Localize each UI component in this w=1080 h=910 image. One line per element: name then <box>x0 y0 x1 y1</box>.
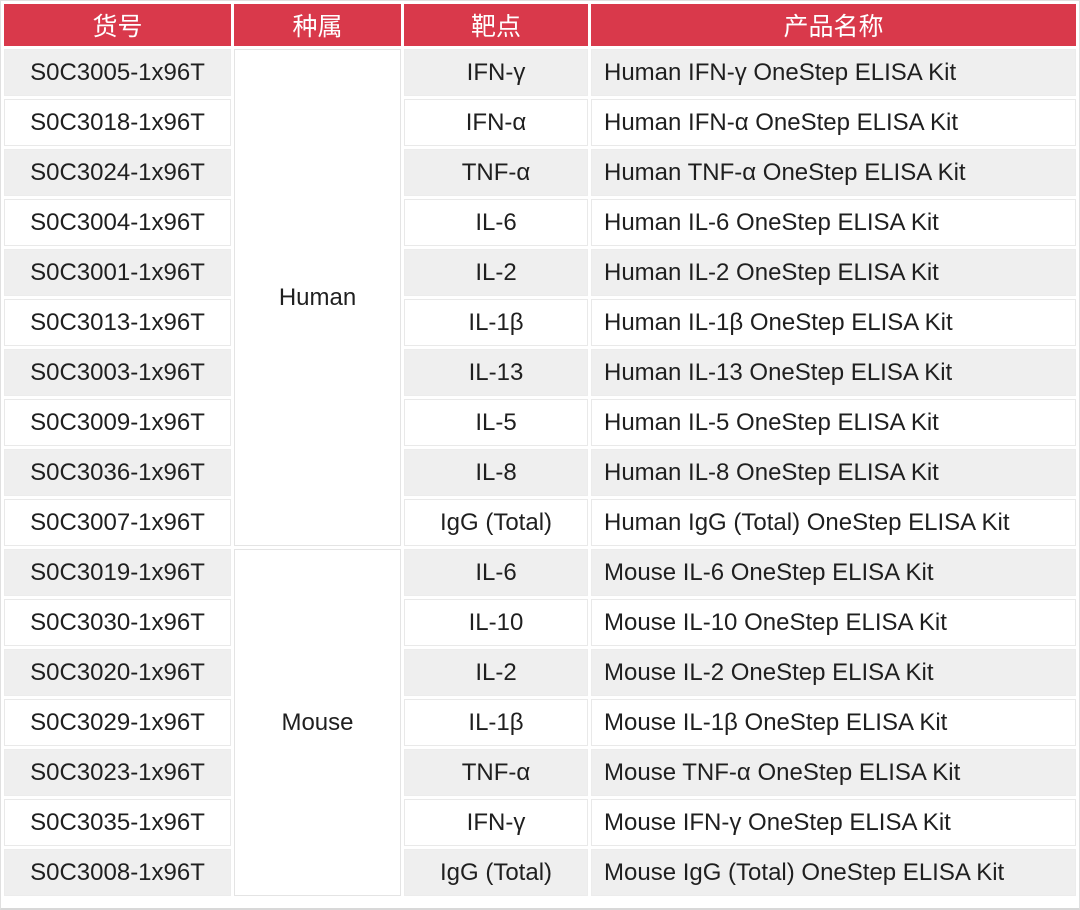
product-cell: Human IL-5 OneStep ELISA Kit <box>591 399 1076 446</box>
product-cell: Human IL-1β OneStep ELISA Kit <box>591 299 1076 346</box>
table-row: S0C3013-1x96T IL-1β Human IL-1β OneStep … <box>4 299 1076 346</box>
product-cell: Human IFN-α OneStep ELISA Kit <box>591 99 1076 146</box>
catalog-cell: S0C3008-1x96T <box>4 849 231 896</box>
catalog-cell: S0C3005-1x96T <box>4 49 231 96</box>
target-cell: IgG (Total) <box>404 499 588 546</box>
target-cell: IL-6 <box>404 199 588 246</box>
product-cell: Human IgG (Total) OneStep ELISA Kit <box>591 499 1076 546</box>
catalog-cell: S0C3019-1x96T <box>4 549 231 596</box>
target-cell: TNF-α <box>404 149 588 196</box>
catalog-cell: S0C3009-1x96T <box>4 399 231 446</box>
column-header-product: 产品名称 <box>591 4 1076 46</box>
target-cell: IFN-γ <box>404 799 588 846</box>
table-row: S0C3030-1x96T IL-10 Mouse IL-10 OneStep … <box>4 599 1076 646</box>
product-cell: Mouse IFN-γ OneStep ELISA Kit <box>591 799 1076 846</box>
product-cell: Mouse IgG (Total) OneStep ELISA Kit <box>591 849 1076 896</box>
table-row: S0C3009-1x96T IL-5 Human IL-5 OneStep EL… <box>4 399 1076 446</box>
catalog-cell: S0C3036-1x96T <box>4 449 231 496</box>
product-cell: Human IL-8 OneStep ELISA Kit <box>591 449 1076 496</box>
table-row: S0C3003-1x96T IL-13 Human IL-13 OneStep … <box>4 349 1076 396</box>
catalog-cell: S0C3004-1x96T <box>4 199 231 246</box>
catalog-cell: S0C3020-1x96T <box>4 649 231 696</box>
product-cell: Mouse TNF-α OneStep ELISA Kit <box>591 749 1076 796</box>
table-row: S0C3018-1x96T IFN-α Human IFN-α OneStep … <box>4 99 1076 146</box>
product-cell: Mouse IL-2 OneStep ELISA Kit <box>591 649 1076 696</box>
table-row: S0C3024-1x96T TNF-α Human TNF-α OneStep … <box>4 149 1076 196</box>
catalog-cell: S0C3001-1x96T <box>4 249 231 296</box>
table-row: S0C3036-1x96T IL-8 Human IL-8 OneStep EL… <box>4 449 1076 496</box>
catalog-cell: S0C3035-1x96T <box>4 799 231 846</box>
product-cell: Human IFN-γ OneStep ELISA Kit <box>591 49 1076 96</box>
table-row: S0C3004-1x96T IL-6 Human IL-6 OneStep EL… <box>4 199 1076 246</box>
catalog-cell: S0C3024-1x96T <box>4 149 231 196</box>
table-row: S0C3019-1x96T Mouse IL-6 Mouse IL-6 OneS… <box>4 549 1076 896</box>
product-cell: Human IL-2 OneStep ELISA Kit <box>591 249 1076 296</box>
table-row: S0C3035-1x96T IFN-γ Mouse IFN-γ OneStep … <box>4 799 1076 846</box>
product-cell: Human IL-6 OneStep ELISA Kit <box>591 199 1076 246</box>
column-header-catalog: 货号 <box>4 4 231 46</box>
table-row: S0C3008-1x96T IgG (Total) Mouse IgG (Tot… <box>4 849 1076 896</box>
species-cell-human: Human <box>234 49 401 546</box>
catalog-cell: S0C3030-1x96T <box>4 599 231 646</box>
catalog-cell: S0C3018-1x96T <box>4 99 231 146</box>
column-header-target: 靶点 <box>404 4 588 46</box>
target-cell: IFN-γ <box>404 49 588 96</box>
table-row: S0C3007-1x96T IgG (Total) Human IgG (Tot… <box>4 499 1076 546</box>
target-cell: IL-1β <box>404 299 588 346</box>
target-cell: IL-10 <box>404 599 588 646</box>
species-cell-mouse: Mouse <box>234 549 401 896</box>
target-cell: IgG (Total) <box>404 849 588 896</box>
target-cell: TNF-α <box>404 749 588 796</box>
product-cell: Mouse IL-10 OneStep ELISA Kit <box>591 599 1076 646</box>
table-row: S0C3029-1x96T IL-1β Mouse IL-1β OneStep … <box>4 699 1076 746</box>
product-cell: Mouse IL-6 OneStep ELISA Kit <box>591 549 1076 596</box>
target-cell: IFN-α <box>404 99 588 146</box>
catalog-cell: S0C3029-1x96T <box>4 699 231 746</box>
table-row: S0C3020-1x96T IL-2 Mouse IL-2 OneStep EL… <box>4 649 1076 696</box>
table-row: S0C3001-1x96T IL-2 Human IL-2 OneStep EL… <box>4 249 1076 296</box>
target-cell: IL-8 <box>404 449 588 496</box>
catalog-cell: S0C3003-1x96T <box>4 349 231 396</box>
target-cell: IL-1β <box>404 699 588 746</box>
table-row: S0C3023-1x96T TNF-α Mouse TNF-α OneStep … <box>4 749 1076 796</box>
target-cell: IL-13 <box>404 349 588 396</box>
catalog-cell: S0C3013-1x96T <box>4 299 231 346</box>
target-cell: IL-5 <box>404 399 588 446</box>
table-row: S0C3005-1x96T Human IFN-γ Human IFN-γ On… <box>4 49 1076 546</box>
product-cell: Mouse IL-1β OneStep ELISA Kit <box>591 699 1076 746</box>
product-cell: Human TNF-α OneStep ELISA Kit <box>591 149 1076 196</box>
table-header: 货号 种属 靶点 产品名称 <box>4 4 1076 46</box>
header-row: 货号 种属 靶点 产品名称 <box>4 4 1076 46</box>
column-header-species: 种属 <box>234 4 401 46</box>
catalog-cell: S0C3023-1x96T <box>4 749 231 796</box>
target-cell: IL-2 <box>404 649 588 696</box>
target-cell: IL-6 <box>404 549 588 596</box>
product-cell: Human IL-13 OneStep ELISA Kit <box>591 349 1076 396</box>
catalog-cell: S0C3007-1x96T <box>4 499 231 546</box>
table-body: S0C3005-1x96T Human IFN-γ Human IFN-γ On… <box>4 49 1076 896</box>
target-cell: IL-2 <box>404 249 588 296</box>
